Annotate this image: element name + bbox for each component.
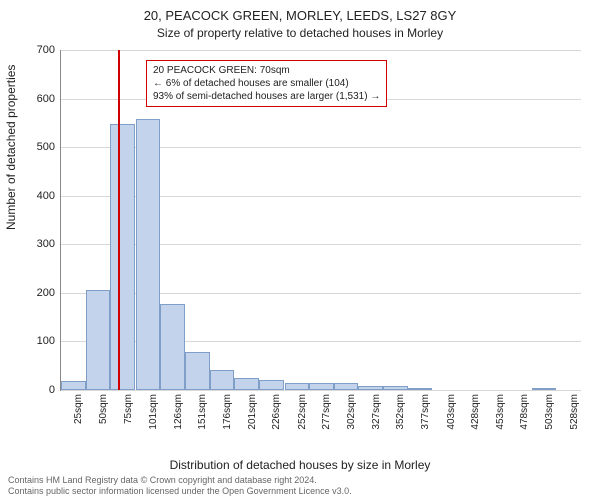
xtick-label: 151sqm — [197, 394, 208, 430]
histogram-bar — [185, 352, 210, 390]
chart-container: 20, PEACOCK GREEN, MORLEY, LEEDS, LS27 8… — [0, 0, 600, 500]
histogram-bar — [334, 383, 359, 390]
annotation-line1: 20 PEACOCK GREEN: 70sqm — [153, 64, 380, 77]
xtick-label: 503sqm — [544, 394, 555, 430]
histogram-bar — [259, 380, 284, 390]
y-axis-label: Number of detached properties — [4, 65, 18, 230]
histogram-bar — [408, 388, 433, 390]
xtick-label: 277sqm — [321, 394, 332, 430]
footer-line1: Contains HM Land Registry data © Crown c… — [8, 475, 592, 486]
histogram-bar — [110, 124, 135, 390]
xtick-label: 25sqm — [73, 394, 84, 424]
xtick-label: 126sqm — [173, 394, 184, 430]
xtick-label: 453sqm — [495, 394, 506, 430]
annotation-line2: ← 6% of detached houses are smaller (104… — [153, 77, 380, 90]
histogram-bar — [285, 383, 310, 390]
xtick-label: 403sqm — [446, 394, 457, 430]
ytick-label: 0 — [49, 384, 55, 396]
reference-line — [118, 50, 120, 390]
grid-line — [61, 50, 581, 51]
xtick-label: 478sqm — [519, 394, 530, 430]
histogram-bar — [86, 290, 111, 390]
xtick-label: 302sqm — [346, 394, 357, 430]
ytick-label: 700 — [37, 44, 55, 56]
xtick-label: 176sqm — [222, 394, 233, 430]
xtick-label: 201sqm — [247, 394, 258, 430]
xtick-label: 428sqm — [470, 394, 481, 430]
ytick-label: 500 — [37, 141, 55, 153]
plot-region: 010020030040050060070025sqm50sqm75sqm101… — [60, 50, 580, 420]
histogram-bar — [210, 370, 235, 390]
xtick-label: 377sqm — [420, 394, 431, 430]
histogram-bar — [136, 119, 161, 390]
ytick-label: 300 — [37, 238, 55, 250]
xtick-label: 75sqm — [123, 394, 134, 424]
histogram-bar — [160, 304, 185, 390]
xtick-label: 352sqm — [395, 394, 406, 430]
histogram-bar — [234, 378, 259, 390]
xtick-label: 528sqm — [569, 394, 580, 430]
xtick-label: 327sqm — [371, 394, 382, 430]
title-main: 20, PEACOCK GREEN, MORLEY, LEEDS, LS27 8… — [0, 8, 600, 23]
annotation-line3: 93% of semi-detached houses are larger (… — [153, 90, 380, 103]
xtick-label: 50sqm — [98, 394, 109, 424]
plot-area: 010020030040050060070025sqm50sqm75sqm101… — [60, 50, 581, 391]
histogram-bar — [309, 383, 334, 390]
ytick-label: 100 — [37, 335, 55, 347]
ytick-label: 600 — [37, 93, 55, 105]
footer-line2: Contains public sector information licen… — [8, 486, 592, 497]
histogram-bar — [532, 388, 557, 390]
x-axis-label: Distribution of detached houses by size … — [0, 458, 600, 472]
footer-attribution: Contains HM Land Registry data © Crown c… — [8, 475, 592, 497]
xtick-label: 226sqm — [271, 394, 282, 430]
xtick-label: 101sqm — [148, 394, 159, 430]
histogram-bar — [358, 386, 383, 390]
ytick-label: 200 — [37, 287, 55, 299]
histogram-bar — [383, 386, 408, 390]
grid-line — [61, 390, 581, 391]
ytick-label: 400 — [37, 190, 55, 202]
histogram-bar — [61, 381, 86, 390]
annotation-box: 20 PEACOCK GREEN: 70sqm← 6% of detached … — [146, 60, 387, 107]
title-sub: Size of property relative to detached ho… — [0, 26, 600, 40]
xtick-label: 252sqm — [297, 394, 308, 430]
